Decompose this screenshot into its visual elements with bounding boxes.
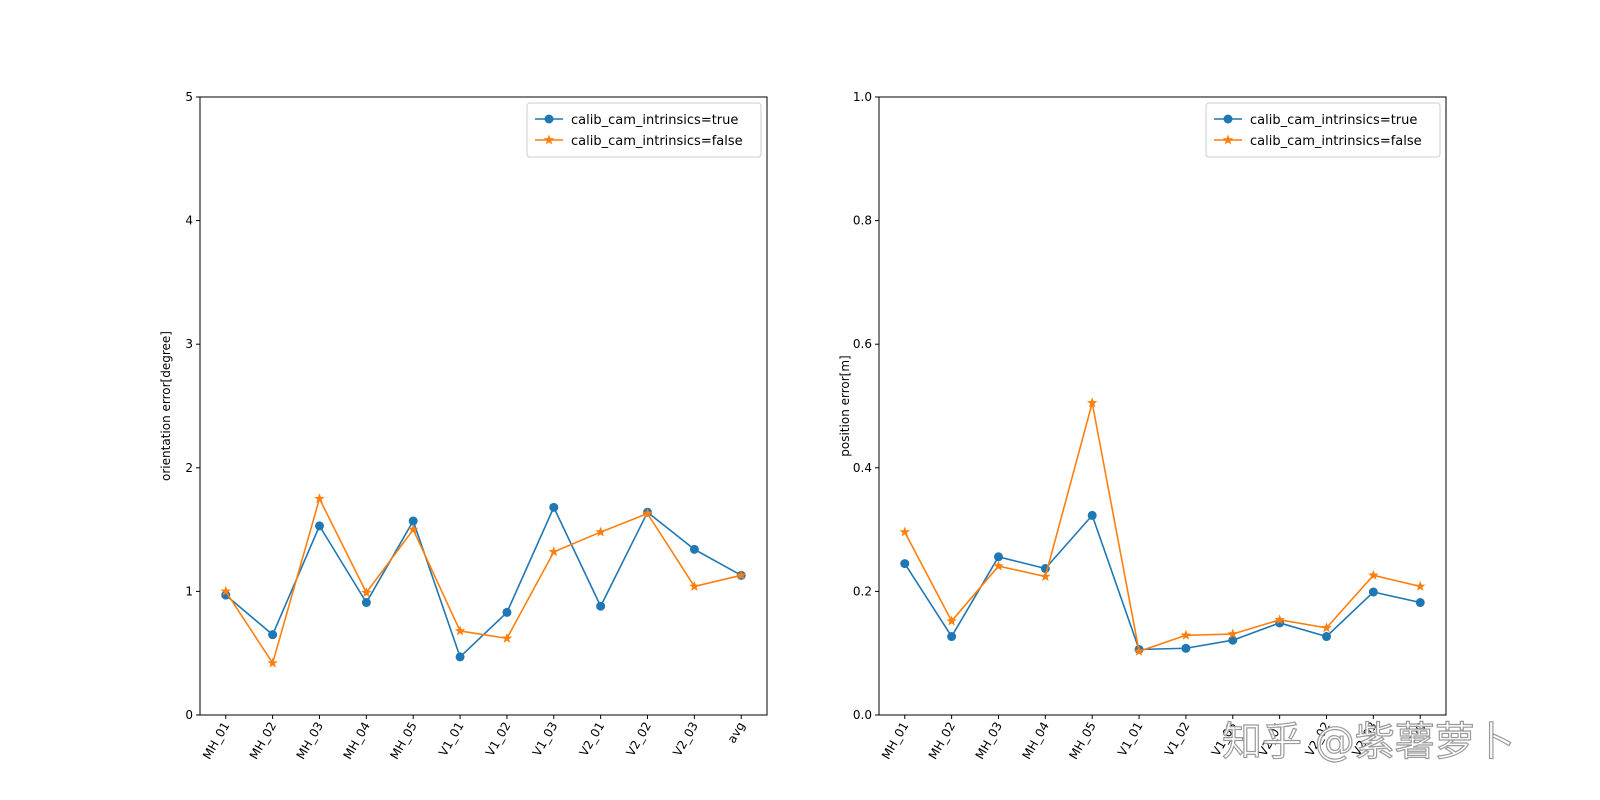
data-point <box>454 625 466 636</box>
y-tick-label: 1.0 <box>853 90 872 104</box>
data-point <box>947 632 957 642</box>
data-point <box>1040 571 1051 582</box>
x-tick-label: MH_01 <box>879 720 911 762</box>
data-point <box>596 601 606 611</box>
data-point <box>1321 622 1332 633</box>
y-tick-label: 1 <box>185 584 193 598</box>
data-point <box>1415 580 1426 591</box>
plot-frame <box>199 96 768 716</box>
y-tick-label: 0.4 <box>853 461 872 475</box>
data-point <box>1368 587 1378 597</box>
data-point <box>595 526 606 537</box>
legend-marker <box>1223 114 1233 124</box>
y-axis-label: orientation error[degree] <box>159 331 173 481</box>
data-point <box>268 630 278 640</box>
data-point <box>548 546 560 557</box>
y-tick-label: 2 <box>185 461 193 475</box>
data-point <box>1368 569 1379 580</box>
y-tick-label: 3 <box>185 337 193 351</box>
data-point <box>736 569 747 580</box>
data-point <box>689 580 700 591</box>
x-tick-label: MH_03 <box>973 719 1005 761</box>
x-tick-label: MH_05 <box>1066 720 1098 762</box>
y-tick-label: 0 <box>185 708 193 722</box>
x-tick-label: avg <box>725 720 748 746</box>
orientation-error-chart: 0 1 2 3 4 5 MH_01 MH_02 MH_03 MH_04 MH_05 V1_01 V1_0… <box>159 90 768 762</box>
series-line <box>225 497 742 664</box>
data-point <box>361 587 372 598</box>
data-point <box>899 526 910 537</box>
x-tick-label: MH_01 <box>200 720 232 762</box>
legend-label: calib_cam_intrinsics=false <box>571 134 743 149</box>
x-tick-label: V1_01 <box>1115 720 1146 759</box>
position-error-chart: 0.0 0.2 0.4 0.6 0.8 1.0 MH_01 MH_02 MH_03 MH_04 MH… <box>838 90 1447 762</box>
data-point <box>314 521 324 531</box>
data-point <box>1415 598 1425 608</box>
data-point <box>549 502 559 512</box>
x-tick-label: MH_02 <box>247 720 279 762</box>
legend-label: calib_cam_intrinsics=true <box>1250 113 1417 128</box>
legend-box <box>526 102 762 158</box>
legend-box <box>1205 102 1441 158</box>
data-point <box>900 559 910 569</box>
y-tick-label: 0.8 <box>853 214 872 228</box>
data-point <box>314 493 325 504</box>
x-tick-label: V1_01 <box>436 720 467 759</box>
x-tick-label: V1_02 <box>483 720 514 759</box>
watermark-text: 知乎 @紫薯萝卜 <box>1222 719 1515 765</box>
x-tick-label: MH_03 <box>294 720 326 762</box>
data-point <box>502 607 512 617</box>
data-point <box>1322 632 1332 642</box>
y-tick-label: 0.6 <box>853 337 872 351</box>
x-tick-label: V1_02 <box>1162 720 1193 759</box>
data-point <box>1227 628 1239 639</box>
series-line <box>904 402 1421 653</box>
y-tick-label: 0.2 <box>853 584 872 598</box>
data-point <box>642 508 653 518</box>
x-tick-label: MH_02 <box>926 720 958 762</box>
x-tick-label: V2_03 <box>670 720 701 759</box>
x-tick-label: MH_05 <box>387 720 419 762</box>
data-point <box>455 652 465 662</box>
data-point <box>1086 397 1098 408</box>
data-point <box>1180 629 1192 640</box>
legend-label: calib_cam_intrinsics=false <box>1250 134 1422 149</box>
legend-label: calib_cam_intrinsics=true <box>571 113 738 128</box>
data-point <box>361 598 371 608</box>
x-tick-label: V1_03 <box>530 720 561 759</box>
data-point <box>1181 643 1191 653</box>
plot-frame <box>878 96 1447 716</box>
x-tick-label: MH_04 <box>1019 720 1051 762</box>
data-point <box>408 516 418 526</box>
legend-marker <box>1222 134 1234 145</box>
y-tick-label: 4 <box>185 214 193 228</box>
x-tick-label: V2_01 <box>577 720 608 759</box>
data-point <box>407 524 419 535</box>
series-line <box>904 514 1421 651</box>
data-point <box>267 657 278 668</box>
y-axis-label: position error[m] <box>838 355 852 456</box>
legend-marker <box>544 114 554 124</box>
data-point <box>689 544 699 554</box>
data-point <box>501 632 513 643</box>
legend: calib_cam_intrinsics=true calib_cam_intri… <box>1205 102 1441 158</box>
y-tick-label: 5 <box>185 90 193 104</box>
x-tick-label: MH_04 <box>340 720 372 762</box>
y-tick-label: 0.0 <box>853 708 872 722</box>
data-point <box>1133 645 1145 656</box>
x-tick-label: V2_02 <box>623 720 654 759</box>
data-point <box>220 585 231 596</box>
data-point <box>993 560 1004 571</box>
data-point <box>1274 614 1285 625</box>
data-point <box>946 615 957 626</box>
legend: calib_cam_intrinsics=true calib_cam_intri… <box>526 102 762 158</box>
data-point <box>993 552 1003 562</box>
data-point <box>1228 635 1238 645</box>
data-point <box>1087 510 1097 520</box>
legend-marker <box>543 134 555 145</box>
